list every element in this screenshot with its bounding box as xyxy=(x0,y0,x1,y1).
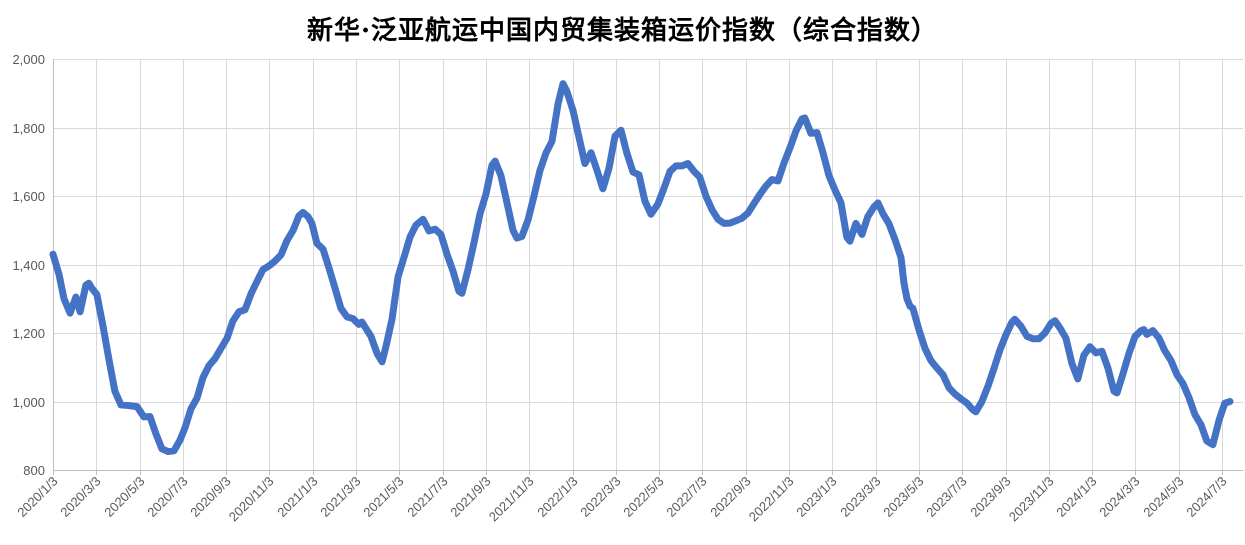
x-tick-label: 2021/7/3 xyxy=(404,474,450,520)
x-tick-label: 2024/5/3 xyxy=(1140,474,1186,520)
x-tick-label: 2023/5/3 xyxy=(880,474,926,520)
x-tick-label: 2024/3/3 xyxy=(1096,474,1142,520)
y-tick-label: 1,800 xyxy=(12,121,45,136)
x-tick-label: 2023/7/3 xyxy=(923,474,969,520)
x-tick-label: 2021/1/3 xyxy=(274,474,320,520)
y-tick-label: 1,400 xyxy=(12,258,45,273)
y-tick-label: 1,600 xyxy=(12,189,45,204)
x-tick-label: 2022/7/3 xyxy=(663,474,709,520)
x-tick-label: 2022/1/3 xyxy=(534,474,580,520)
x-axis-labels: 2020/1/32020/3/32020/5/32020/7/32020/9/3… xyxy=(14,474,1229,525)
x-tick-label: 2020/11/3 xyxy=(226,474,277,525)
x-tick-label: 2023/11/3 xyxy=(1006,474,1057,525)
y-tick-label: 1,000 xyxy=(12,395,45,410)
x-tick-label: 2024/7/3 xyxy=(1183,474,1229,520)
x-tick-label: 2022/5/3 xyxy=(620,474,666,520)
x-tick-label: 2021/3/3 xyxy=(317,474,363,520)
x-tick-label: 2023/1/3 xyxy=(793,474,839,520)
x-gridlines xyxy=(53,59,1223,470)
x-tick-label: 2022/11/3 xyxy=(746,474,797,525)
x-tick-label: 2020/5/3 xyxy=(101,474,147,520)
x-tick-label: 2023/3/3 xyxy=(837,474,883,520)
y-axis-labels: 800 1,000 1,200 1,400 1,600 1,800 2,000 xyxy=(12,52,45,478)
x-tick-label: 2021/11/3 xyxy=(486,474,537,525)
y-gridlines xyxy=(53,59,1243,471)
x-tick-label: 2020/7/3 xyxy=(144,474,190,520)
index-series-line xyxy=(49,80,1234,455)
y-tick-label: 1,200 xyxy=(12,326,45,341)
x-tick-label: 2022/3/3 xyxy=(577,474,623,520)
y-tick-label: 2,000 xyxy=(12,52,45,67)
x-tick-label: 2020/1/3 xyxy=(14,474,60,520)
x-tick-label: 2020/3/3 xyxy=(57,474,103,520)
chart-title: 新华·泛亚航运中国内贸集装箱运价指数（综合指数） xyxy=(306,16,939,46)
y-tick-label: 800 xyxy=(23,463,45,478)
x-tick-label: 2021/5/3 xyxy=(360,474,406,520)
x-tick-label: 2024/1/3 xyxy=(1053,474,1099,520)
